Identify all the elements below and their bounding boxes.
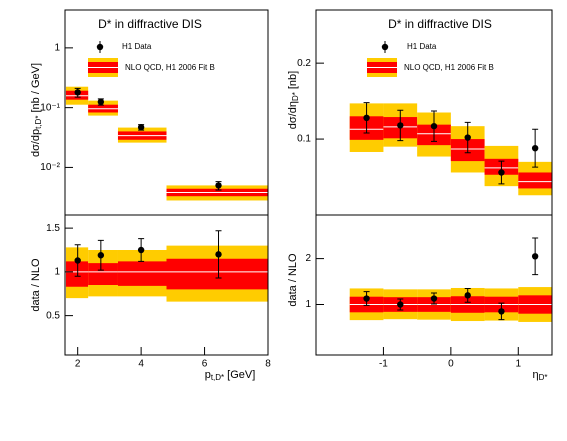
data-point xyxy=(97,252,105,259)
nlo-inner-band xyxy=(166,258,268,290)
x_label-main: η xyxy=(532,369,538,381)
y_label-unit: [nb] xyxy=(287,71,299,89)
y_label-unit: [nb / GeV] xyxy=(30,63,42,113)
legend-data-marker xyxy=(96,43,104,51)
y_label-main: data / NLO xyxy=(287,253,299,307)
plot-frame xyxy=(64,214,269,356)
y_label-title: data / NLO xyxy=(287,253,299,307)
y-tick-label: 1 xyxy=(54,267,60,278)
x_label-unit: [GeV] xyxy=(227,369,255,381)
nlo-inner-band xyxy=(88,263,118,285)
data-point xyxy=(363,114,370,122)
y-tick-label: 0.1 xyxy=(297,134,311,145)
x_label-sub: t,D* xyxy=(211,373,224,382)
data-point xyxy=(215,182,222,189)
panel-title: D* in diffractive DIS xyxy=(388,17,492,31)
y-tick-label: 0.2 xyxy=(297,58,311,69)
data-point xyxy=(137,246,145,254)
y-tick-label: 10⁻² xyxy=(40,162,60,173)
y-tick-label: 1 xyxy=(54,43,60,54)
data-point xyxy=(498,169,505,176)
data-point xyxy=(430,122,438,130)
y_label-title: data / NLO xyxy=(30,258,42,312)
data-point xyxy=(498,308,505,315)
data-point xyxy=(397,122,404,129)
y_label-main: dσ/dp xyxy=(30,129,42,157)
y-tick-label: 0.5 xyxy=(46,310,60,321)
data-point xyxy=(397,301,404,308)
data-point xyxy=(97,98,105,106)
legend-label: H1 Data xyxy=(407,42,437,51)
y_label-sub: t,D* xyxy=(34,115,43,128)
x-tick-label: -1 xyxy=(379,359,388,370)
plot-frame xyxy=(315,214,553,356)
y_label-main: dσ/dη xyxy=(287,101,299,129)
y_label-title: dσ/dηD* [nb] xyxy=(287,71,300,129)
x-tick-label: 1 xyxy=(516,359,522,370)
data-point xyxy=(74,257,81,264)
x_label-title: pt,D* [GeV] xyxy=(205,369,256,382)
legend-data-marker xyxy=(381,43,389,51)
x-tick-label: 8 xyxy=(265,359,271,370)
data-point xyxy=(464,134,471,141)
x-tick-label: 2 xyxy=(75,359,81,370)
y-tick-label: 2 xyxy=(305,253,311,264)
x-tick-label: 0 xyxy=(448,359,454,370)
data-point xyxy=(531,253,539,260)
x_label-title: ηD* xyxy=(532,369,547,382)
y_label-sub: D* xyxy=(291,92,300,101)
y_label-main: data / NLO xyxy=(30,258,42,312)
y-tick-label: 1 xyxy=(305,299,311,310)
y_label-title: dσ/dpt,D* [nb / GeV] xyxy=(30,63,43,157)
data-point xyxy=(531,144,539,152)
x_label-main: p xyxy=(205,369,211,381)
data-point xyxy=(464,292,471,299)
legend-label: H1 Data xyxy=(122,42,152,51)
x_label-sub: D* xyxy=(539,373,548,382)
data-point xyxy=(363,295,370,302)
nlo-inner-band xyxy=(65,261,89,287)
data-point xyxy=(137,124,145,131)
nlo-inner-band xyxy=(518,172,552,189)
data-point xyxy=(215,251,222,258)
panel-title: D* in diffractive DIS xyxy=(98,17,202,31)
data-point xyxy=(430,295,438,302)
y-tick-label: 1.5 xyxy=(46,223,60,234)
x-tick-label: 6 xyxy=(202,359,208,370)
data-point xyxy=(74,89,81,96)
legend-label: NLO QCD, H1 2006 Fit B xyxy=(404,63,494,72)
x-tick-label: 4 xyxy=(138,359,144,370)
nlo-inner-band xyxy=(117,261,167,286)
y-tick-label: 10⁻¹ xyxy=(40,102,60,113)
legend-label: NLO QCD, H1 2006 Fit B xyxy=(125,63,215,72)
